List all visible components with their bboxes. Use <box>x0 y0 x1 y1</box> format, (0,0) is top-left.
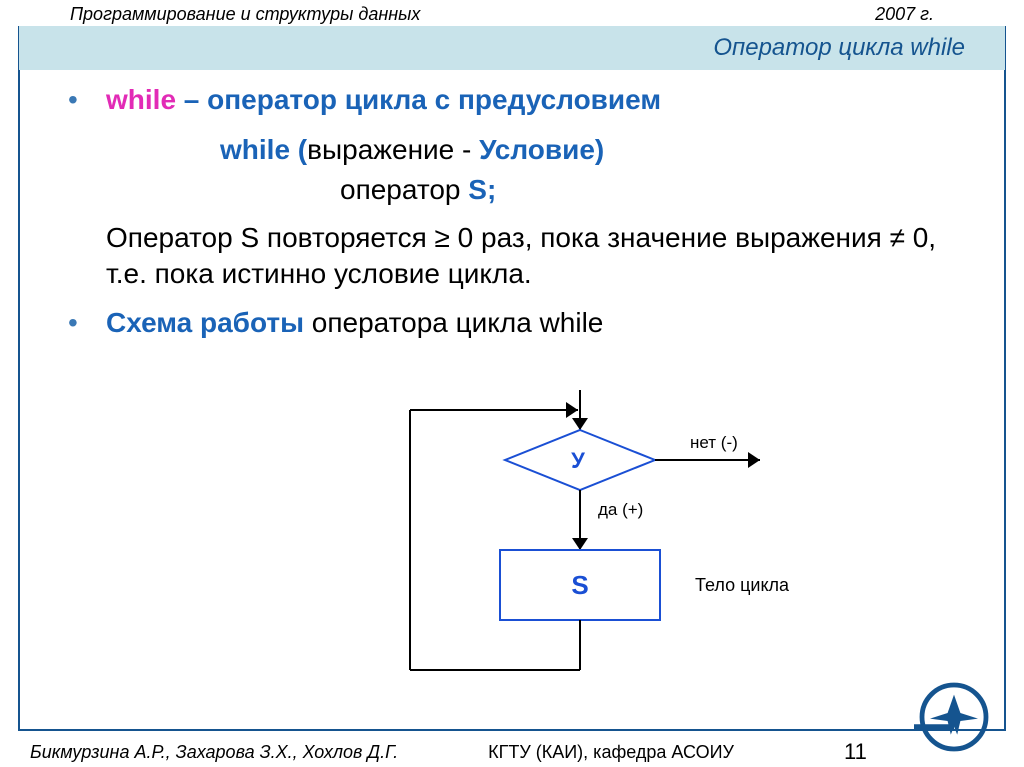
syntax-line-2: оператор S; <box>50 174 970 206</box>
flowchart-diagram: Унет (-) да (+) S Тело цикла <box>0 370 1024 710</box>
svg-text:да (+): да (+) <box>598 500 643 519</box>
footer-page-number: 11 <box>844 739 867 765</box>
scheme-text: оператора цикла while <box>304 307 603 338</box>
svg-text:Тело цикла: Тело цикла <box>695 575 790 595</box>
slide-title-text: Оператор цикла while <box>713 34 965 62</box>
slide-page: Программирование и структуры данных 2007… <box>0 0 1024 767</box>
page-footer: Бикмурзина А.Р., Захарова З.Х., Хохлов Д… <box>0 739 1024 765</box>
header-right: 2007 г. <box>875 4 934 25</box>
syntax-while-open: while ( <box>220 134 307 165</box>
keyword-while: while <box>106 84 176 115</box>
page-header: Программирование и структуры данных 2007… <box>0 0 1024 29</box>
syntax-operator: оператор <box>340 174 468 205</box>
org-logo-icon <box>914 677 994 757</box>
svg-text:У: У <box>571 448 585 473</box>
bullet-item-1: while – оператор цикла с предусловием <box>50 84 970 116</box>
header-left: Программирование и структуры данных <box>70 4 420 25</box>
bullet-list-2: Схема работы оператора цикла while <box>50 307 970 339</box>
syntax-s: S; <box>468 174 496 205</box>
svg-text:нет (-): нет (-) <box>690 433 738 452</box>
bullet-item-2: Схема работы оператора цикла while <box>50 307 970 339</box>
syntax-cond-close: Условие) <box>479 134 604 165</box>
svg-text:S: S <box>571 570 588 600</box>
slide-title: Оператор цикла while <box>19 26 1005 70</box>
syntax-expr: выражение - <box>307 134 479 165</box>
footer-authors: Бикмурзина А.Р., Захарова З.Х., Хохлов Д… <box>30 742 398 763</box>
bullet-list: while – оператор цикла с предусловием <box>50 84 970 116</box>
footer-org: КГТУ (КАИ), кафедра АСОИУ <box>488 742 734 763</box>
scheme-label: Схема работы <box>106 307 304 338</box>
content-area: while – оператор цикла с предусловием wh… <box>50 84 970 339</box>
syntax-line-1: while (выражение - Условие) <box>50 134 970 166</box>
definition-line: while – оператор цикла с предусловием <box>106 84 970 116</box>
description-text: Оператор S повторяется ≥ 0 раз, пока зна… <box>50 220 970 293</box>
definition-text: – оператор цикла с предусловием <box>176 84 661 115</box>
